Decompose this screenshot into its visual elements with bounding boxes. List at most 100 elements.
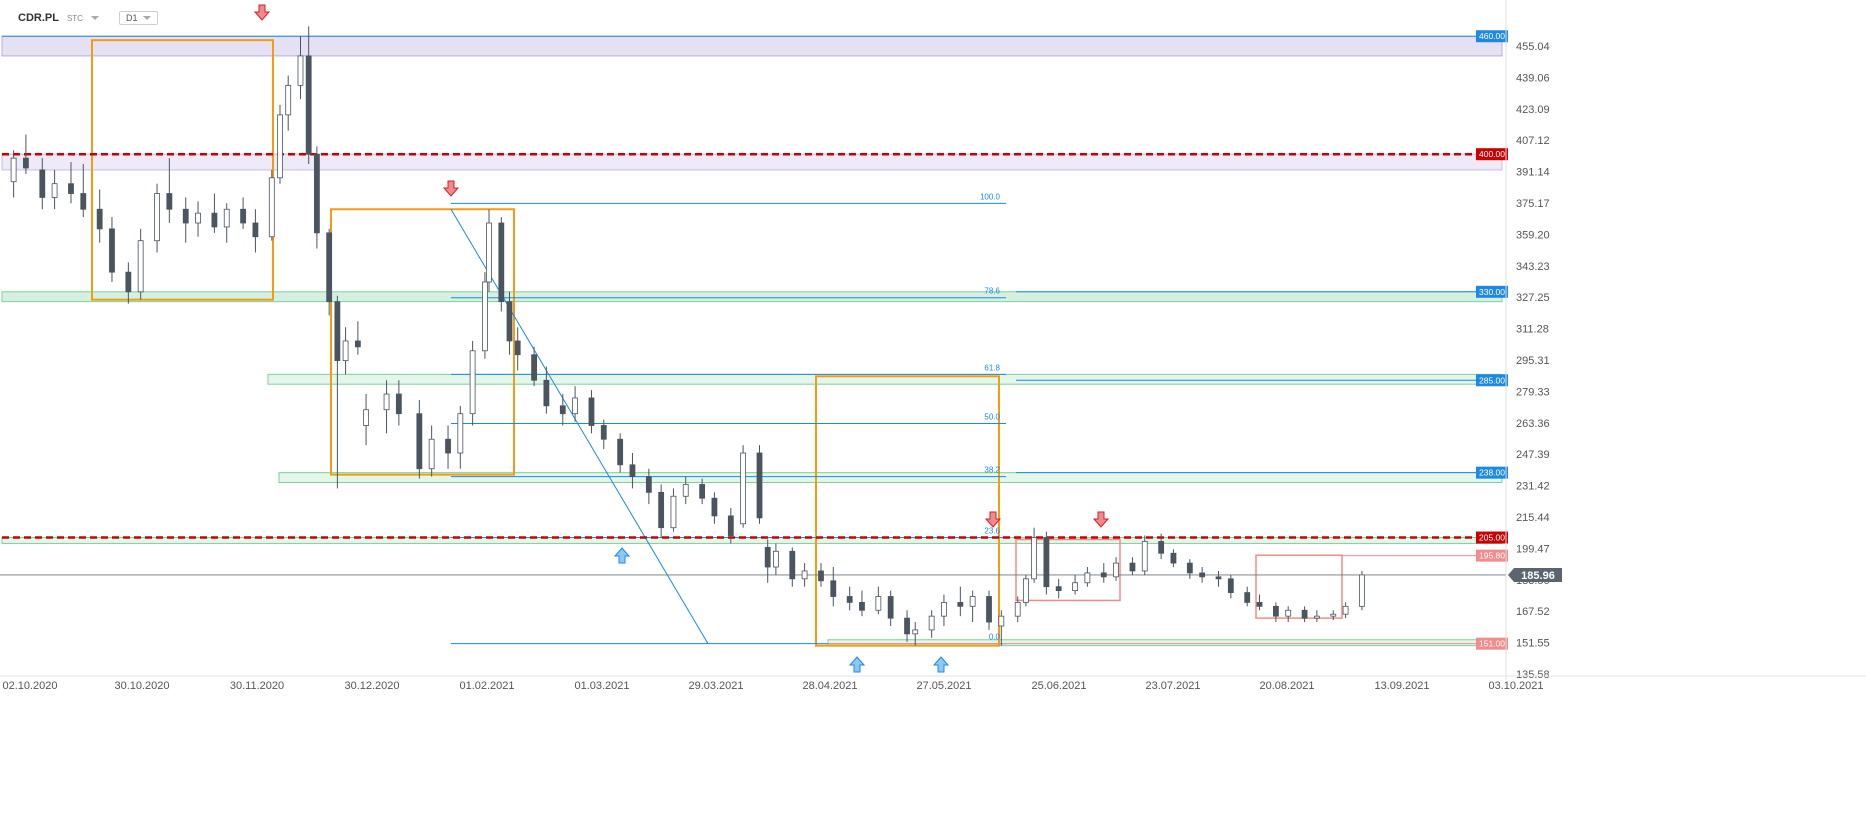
candle-body — [904, 617, 910, 635]
candle-body — [682, 484, 689, 497]
sell-arrow-shape — [253, 4, 271, 21]
candle-body — [830, 580, 837, 597]
price-tick-label: 311.28 — [1516, 324, 1549, 336]
time-tick-label: 23.07.2021 — [1145, 680, 1200, 692]
candle-body — [531, 354, 537, 381]
level-tag-label: 238.00 — [1479, 468, 1505, 478]
candle-body — [383, 393, 390, 411]
candle-body — [154, 193, 160, 242]
candle-body — [1199, 572, 1206, 578]
candle-body — [699, 484, 706, 499]
candle-body — [559, 405, 566, 415]
fib-label: 78.6 — [984, 287, 1000, 296]
price-tick-label: 247.39 — [1516, 449, 1550, 461]
candle-body — [428, 438, 435, 470]
time-axis: 02.10.2020 30.10.2020 30.11.2020 30.12.2020… — [0, 675, 1866, 692]
symbol-type: STC — [66, 13, 83, 23]
price-tick-label: 391.14 — [1516, 167, 1550, 179]
candle-body — [957, 602, 964, 607]
candle-body — [756, 452, 763, 519]
sell-arrow-icon — [442, 180, 460, 197]
time-tick-label: 20.08.2021 — [1259, 680, 1314, 692]
level-tag — [1476, 285, 1508, 298]
candle-body — [137, 240, 144, 293]
range-box-red-2 — [1255, 554, 1343, 619]
level-tag — [1476, 30, 1508, 43]
candle-body — [96, 208, 103, 230]
level-tag — [1476, 531, 1508, 544]
candle-body — [1273, 605, 1279, 617]
level-tag — [1476, 148, 1508, 161]
candle-body — [469, 350, 476, 415]
candle-body — [506, 301, 513, 342]
levels-layer: 460.00 400.00 330.00 285.00 238.00 205.00 195.… — [0, 30, 1508, 650]
candle-body — [986, 596, 992, 623]
candle-body — [445, 438, 451, 454]
candle-body — [887, 596, 894, 619]
time-tick-label: 02.10.2020 — [2, 680, 57, 692]
time-tick-label: 30.10.2020 — [114, 680, 169, 692]
price-tick-label: 231.42 — [1516, 481, 1550, 493]
candle-body — [588, 397, 595, 426]
consolidation-box-2 — [330, 208, 515, 476]
zones-layer — [1, 35, 1503, 647]
price-tick-label: 263.36 — [1516, 418, 1550, 430]
candle-body — [498, 222, 505, 303]
candle-body — [10, 157, 17, 183]
time-tick-label: 01.03.2021 — [574, 680, 629, 692]
price-tick-label: 327.25 — [1516, 292, 1550, 304]
candle-body — [51, 183, 58, 198]
candle-body — [166, 193, 173, 210]
buy-arrow-shape — [613, 547, 631, 564]
sell-arrow-shape — [984, 511, 1002, 528]
candle-body — [1084, 572, 1091, 584]
time-tick-label: 30.11.2020 — [230, 680, 284, 692]
candle-body — [572, 397, 578, 415]
candle-body — [285, 84, 292, 116]
candle-body — [1313, 615, 1320, 619]
candle-body — [1043, 537, 1050, 588]
candle-body — [1301, 609, 1308, 619]
buy-arrow-icon — [932, 656, 950, 673]
sell-arrow-icon — [253, 4, 271, 21]
candle-body — [39, 169, 46, 198]
price-tick-label: 279.33 — [1516, 386, 1550, 398]
boxes-layer — [91, 39, 1343, 647]
candle-body — [297, 55, 304, 86]
level-tag-label: 151.00 — [1479, 639, 1505, 649]
candle-body — [23, 157, 29, 169]
candle-body — [658, 491, 665, 529]
candle-body — [875, 596, 882, 611]
level-tag — [1476, 637, 1508, 650]
candle-body — [727, 515, 734, 536]
level-tag-label: 195.80 — [1479, 551, 1505, 561]
price-tick-label: 359.20 — [1516, 229, 1550, 241]
symbol-dropdown-icon[interactable] — [90, 16, 99, 20]
price-axis: 455.04 439.06 423.09 407.12 391.14 375.17 359.… — [1505, 0, 1550, 681]
current-price-marker: 185.96 — [1508, 567, 1562, 582]
price-tick-label: 167.52 — [1516, 606, 1550, 618]
sell-arrow-icon — [984, 511, 1002, 528]
candle-body — [514, 340, 521, 356]
symbol-ticker[interactable]: CDR.PL — [18, 12, 59, 24]
candle-body — [629, 464, 636, 477]
level-tag-label: 400.00 — [1479, 149, 1505, 159]
level-tag-label: 460.00 — [1479, 31, 1505, 41]
buy-arrow-icon — [848, 656, 866, 673]
candle-body — [223, 208, 230, 228]
candle-body — [1227, 578, 1234, 593]
candle-body — [645, 476, 652, 493]
candle-body — [80, 193, 87, 210]
candle-body — [1031, 537, 1037, 580]
candle-body — [998, 615, 1005, 627]
candle-body — [859, 602, 865, 611]
timeframe-select[interactable]: D1 — [118, 11, 159, 25]
price-tick-label: 151.55 — [1516, 638, 1550, 650]
candle-body — [109, 228, 115, 273]
candle-body — [363, 409, 369, 426]
sell-arrow-shape — [442, 180, 460, 197]
time-tick-label: 28.04.2021 — [802, 680, 857, 692]
price-tick-label: 455.04 — [1516, 41, 1550, 53]
candle-body — [416, 413, 423, 470]
